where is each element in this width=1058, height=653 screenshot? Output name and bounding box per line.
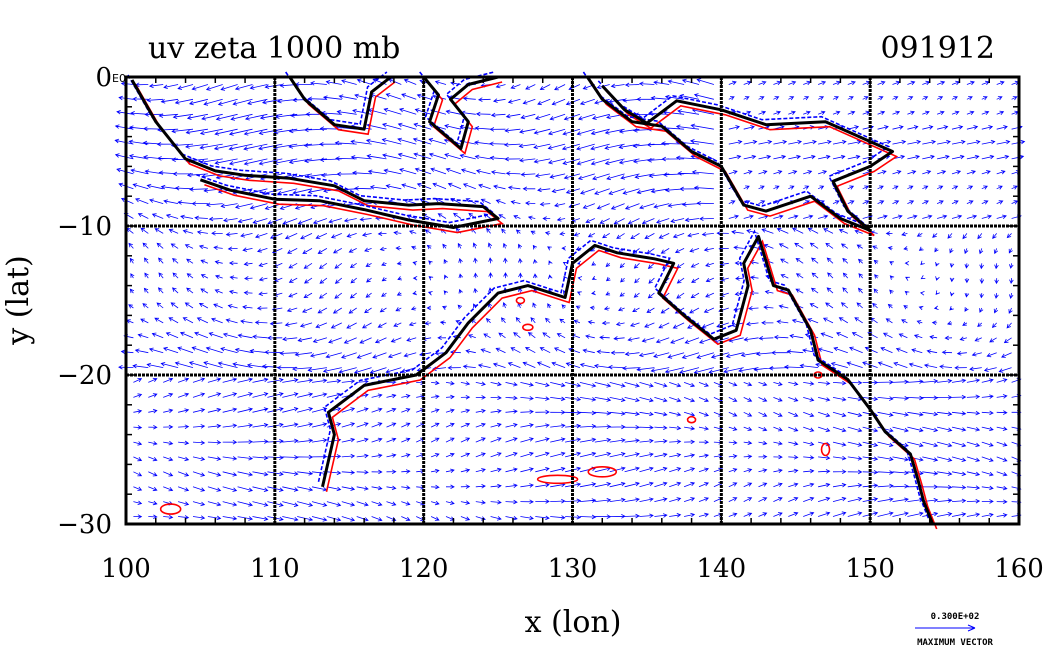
x-tick-label: 140: [697, 554, 747, 584]
positive-contour-blob: [686, 415, 697, 424]
positive-contour-blob: [522, 323, 534, 332]
plot-frame: [124, 75, 1021, 526]
axis-ticks: [125, 76, 1020, 525]
y-tick-labels: 0 −10 −20 −30: [57, 63, 112, 540]
vorticity-contours: [127, 71, 938, 530]
legend-arrow-head: [967, 624, 976, 632]
y-tick-label: 0: [95, 63, 112, 93]
x-axis-label: x (lon): [525, 605, 622, 640]
y-tick-label: −10: [57, 212, 112, 242]
date-label: 091912: [880, 31, 995, 66]
coastline: [130, 75, 935, 525]
coastline-segment: [422, 75, 499, 150]
legend-value: 0.300E+02: [931, 612, 980, 622]
x-tick-labels: 100 110 120 130 140 150 160: [101, 554, 1044, 584]
positive-contour: [135, 84, 504, 234]
negative-contour: [419, 71, 495, 145]
wind-vector-field: [114, 78, 1026, 522]
negative-contour: [285, 71, 388, 126]
positive-contour-blob: [820, 442, 831, 457]
x-tick-label: 110: [250, 554, 300, 584]
coastline-segment: [288, 75, 392, 131]
x-tick-label: 120: [399, 554, 449, 584]
x-tick-label: 150: [845, 554, 895, 584]
y-axis-label: y (lat): [1, 255, 36, 345]
y-tick-label: −30: [57, 510, 112, 540]
negative-contour: [127, 74, 496, 224]
x-tick-label: 160: [994, 554, 1044, 584]
legend: 0.300E+02 MAXIMUM VECTOR: [915, 612, 994, 648]
positive-contour: [427, 81, 503, 155]
grid-lines: [126, 77, 1019, 524]
coastline-segment: [130, 79, 500, 229]
positive-contour-blob: [536, 474, 579, 485]
chart-title: uv zeta 1000 mb: [148, 31, 400, 66]
y-tick-label: −20: [57, 361, 112, 391]
x-tick-label: 100: [101, 554, 151, 584]
positive-contour-blob: [587, 466, 618, 478]
corner-label: E0: [112, 72, 126, 85]
wind-vectors: [114, 78, 1026, 522]
coastline-segment: [321, 234, 935, 525]
x-tick-label: 130: [548, 554, 598, 584]
positive-contour: [325, 239, 938, 530]
coastline-segment: [586, 76, 894, 232]
positive-contour-blob: [515, 296, 526, 305]
positive-contour-blob: [159, 503, 182, 515]
legend-label: MAXIMUM VECTOR: [917, 638, 993, 648]
